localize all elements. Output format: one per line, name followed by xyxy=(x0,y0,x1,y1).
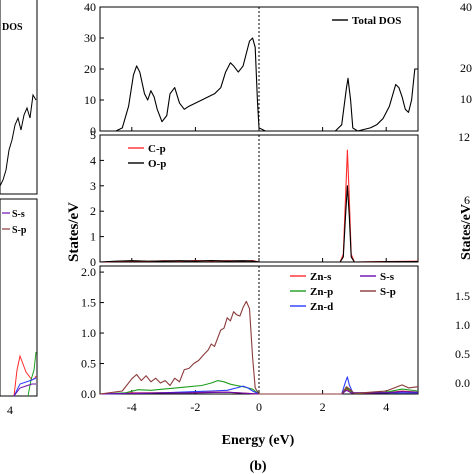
right-tick-40: 40 xyxy=(460,0,472,14)
legend-label: C-p xyxy=(148,143,166,155)
left-bot-blue xyxy=(13,377,37,397)
y-tick-label: 30 xyxy=(84,31,96,45)
series-line-total dos xyxy=(115,37,418,132)
left-xtick-4: 4 xyxy=(7,403,13,417)
y-tick-label: 2 xyxy=(90,204,96,218)
right-cropped-panels: 40 20 10 12 6 States/eV 1.5 1.0 0.5 0.0 xyxy=(455,0,474,390)
legend-label: Zn-s xyxy=(310,271,332,283)
right-tick-20: 20 xyxy=(460,61,472,75)
right-tick-0.5: 0.5 xyxy=(455,347,470,361)
y-axis-label: States/eV xyxy=(66,202,82,262)
left-bot-purple xyxy=(13,383,36,397)
legend-label: Zn-d xyxy=(310,301,333,313)
legend-label: S-s xyxy=(380,271,395,283)
series-line-s-p xyxy=(99,300,419,395)
y-tick-label: 20 xyxy=(84,62,96,76)
panel-pdos: 0.0 0.5 1.0 1.5 2.0 -4 -2 0 2 4 Zn-s Zn-p Zn-d S-s S-p xyxy=(81,265,419,414)
y-tick-label: 0 xyxy=(90,124,96,138)
y-tick-label: 0 xyxy=(90,255,96,269)
x-tick-label: 2 xyxy=(320,400,326,414)
right-tick-6: 6 xyxy=(464,193,470,207)
right-tick-0.0: 0.0 xyxy=(455,376,470,390)
left-cropped-panels: DOS S-s S-p 4 xyxy=(0,0,38,417)
panel-cp-op: 0 1 2 3 4 5 C-p O-p xyxy=(90,128,419,269)
series-line-zn-d xyxy=(99,376,418,395)
y-tick-label: 5 xyxy=(90,128,96,142)
legend-label: Zn-p xyxy=(310,286,333,298)
y-tick-label: 3 xyxy=(90,179,96,193)
y-tick-label: 4 xyxy=(90,153,96,167)
right-tick-1.5: 1.5 xyxy=(455,289,470,303)
right-tick-1.0: 1.0 xyxy=(455,318,470,332)
left-top-line xyxy=(0,93,37,187)
panel-total-dos: 0 10 20 30 40 Total DOS xyxy=(84,0,419,138)
x-tick-label: -2 xyxy=(190,400,200,414)
x-axis-label: Energy (eV) xyxy=(222,433,295,448)
series-line-o-p xyxy=(99,185,419,263)
y-tick-label: 2.0 xyxy=(81,265,96,279)
series-line-zn-p xyxy=(99,380,419,395)
y-tick-label: 1 xyxy=(90,230,96,244)
legend-label: O-p xyxy=(148,158,166,170)
panel-label: (b) xyxy=(249,459,266,474)
legend-label: S-p xyxy=(380,286,396,298)
right-tick-12: 12 xyxy=(458,130,470,144)
x-tick-label: 4 xyxy=(383,400,389,414)
y-tick-label: 1.5 xyxy=(81,296,96,310)
x-tick-label: 0 xyxy=(256,400,262,414)
y-tick-label: 1.0 xyxy=(81,326,96,340)
left-legend-sp: S-p xyxy=(12,225,27,236)
left-legend-dos: DOS xyxy=(2,22,23,33)
y-tick-label: 40 xyxy=(84,0,96,14)
right-ylabel: States/eV xyxy=(459,204,474,260)
legend-label: Total DOS xyxy=(352,15,401,27)
left-legend-ss: S-s xyxy=(12,209,25,220)
right-tick-10: 10 xyxy=(460,92,472,106)
left-bot-green xyxy=(27,351,37,397)
y-tick-label: 0.0 xyxy=(81,387,96,401)
y-tick-label: 10 xyxy=(84,93,96,107)
x-tick-label: -4 xyxy=(127,400,137,414)
y-tick-label: 0.5 xyxy=(81,357,96,371)
